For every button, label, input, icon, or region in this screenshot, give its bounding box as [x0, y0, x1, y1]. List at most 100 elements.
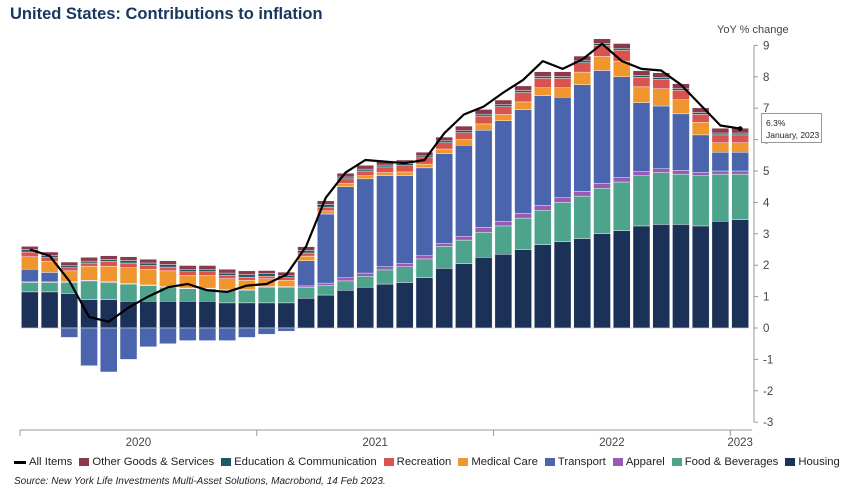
bar-segment: [474, 232, 493, 258]
bar-segment: [534, 78, 552, 88]
all-items-line: [29, 42, 741, 323]
bar-segment: [435, 142, 453, 150]
bar-segment: [514, 217, 532, 250]
y-tick-label: 2: [763, 260, 769, 272]
legend-item-transport[interactable]: Transport: [544, 456, 606, 468]
bar-segment: [119, 327, 138, 360]
bar-segment: [297, 286, 315, 299]
bar-segment: [376, 266, 394, 271]
bar-segment: [593, 70, 611, 184]
bar-segment: [711, 134, 730, 143]
bar-segment: [100, 261, 118, 267]
legend-item-food-beverages[interactable]: Food & Beverages: [671, 456, 778, 468]
bar-segment: [100, 299, 118, 329]
y-tick-label: -3: [763, 417, 773, 429]
bar-segment: [356, 165, 374, 170]
legend-item-education[interactable]: Education & Communication: [221, 456, 377, 468]
legend-item-medical-care[interactable]: Medical Care: [458, 456, 538, 468]
bar-segment: [60, 267, 79, 272]
legend-label: Medical Care: [471, 456, 538, 468]
bar-segment: [711, 142, 730, 153]
bar-segment: [80, 265, 98, 281]
bar-segment: [238, 276, 256, 281]
bar-segment: [613, 43, 631, 49]
bar-segment: [652, 168, 670, 173]
bar-segment: [474, 129, 493, 228]
bar-segment: [80, 327, 98, 366]
bar-segment: [494, 104, 513, 107]
bar-segment: [80, 262, 98, 267]
bar-segment: [198, 271, 217, 276]
bar-segment: [691, 107, 710, 113]
bar-segment: [613, 48, 631, 51]
y-tick-label: 1: [763, 292, 769, 304]
bar-segment: [119, 267, 138, 284]
bar-segment: [179, 301, 197, 329]
bar-segment: [80, 260, 98, 264]
bar-segment: [435, 268, 453, 329]
bar-segment: [672, 113, 690, 171]
bar-segment: [336, 183, 355, 187]
bar-segment: [573, 195, 591, 239]
bar-segment: [691, 225, 710, 329]
bar-segment: [159, 301, 177, 329]
bar-segment: [218, 302, 236, 329]
bar-segment: [494, 254, 513, 329]
y-tick-label: 0: [763, 323, 769, 335]
bar-segment: [514, 101, 532, 110]
bar-segment: [553, 87, 572, 98]
bar-segment: [376, 164, 394, 168]
bar-segment: [139, 259, 157, 264]
x-year-label: 2022: [599, 437, 625, 449]
legend-item-housing[interactable]: Housing: [785, 456, 840, 468]
bar-segment: [652, 105, 670, 170]
bar-segment: [40, 282, 59, 293]
legend-item-other-goods[interactable]: Other Goods & Services: [79, 456, 214, 468]
y-axis-unit-label: YoY % change: [717, 24, 789, 36]
bar-segment: [396, 266, 414, 283]
bar-segment: [494, 114, 513, 121]
bar-segment: [257, 327, 276, 335]
bar-segment: [652, 88, 670, 107]
legend-item-apparel[interactable]: Apparel: [612, 456, 665, 468]
legend-label: Other Goods & Services: [92, 456, 215, 468]
bar-segment: [593, 233, 611, 329]
bar-segment: [198, 275, 217, 289]
bar-segment: [317, 200, 335, 205]
bar-segment: [415, 167, 434, 256]
x-year-label: 2023: [727, 437, 753, 449]
legend-item-recreation[interactable]: Recreation: [383, 456, 451, 468]
bar-segment: [238, 327, 256, 338]
bar-segment: [573, 84, 591, 192]
bar-segment: [672, 170, 690, 175]
legend-swatch: [785, 458, 796, 466]
bar-segment: [238, 270, 256, 275]
bar-segment: [553, 202, 572, 242]
bar-segment: [613, 181, 631, 231]
bar-segment: [632, 77, 651, 88]
all-items-last-point[interactable]: [737, 126, 743, 132]
bar-segment: [336, 280, 355, 291]
bar-segment: [652, 77, 670, 80]
bar-segment: [415, 163, 434, 169]
bar-segment: [494, 225, 513, 255]
bar-segment: [218, 269, 236, 274]
data-tooltip: 6.3% January, 2023: [761, 113, 822, 143]
bar-segment: [553, 71, 572, 77]
bar-segment: [691, 114, 710, 123]
bar-segment: [474, 113, 493, 117]
bar-segment: [139, 265, 157, 270]
bar-segment: [40, 272, 59, 283]
bar-segment: [553, 76, 572, 79]
bar-segment: [415, 155, 434, 159]
bar-segment: [356, 170, 374, 176]
bar-segment: [632, 102, 651, 172]
bar-segment: [731, 170, 749, 175]
bar-segment: [534, 87, 552, 96]
bar-segment: [336, 186, 355, 278]
legend-swatch: [383, 458, 394, 466]
legend-label: All Items: [29, 456, 73, 468]
bar-segment: [613, 177, 631, 183]
bar-segment: [277, 286, 296, 304]
legend-item-all-items[interactable]: All Items: [14, 456, 72, 468]
